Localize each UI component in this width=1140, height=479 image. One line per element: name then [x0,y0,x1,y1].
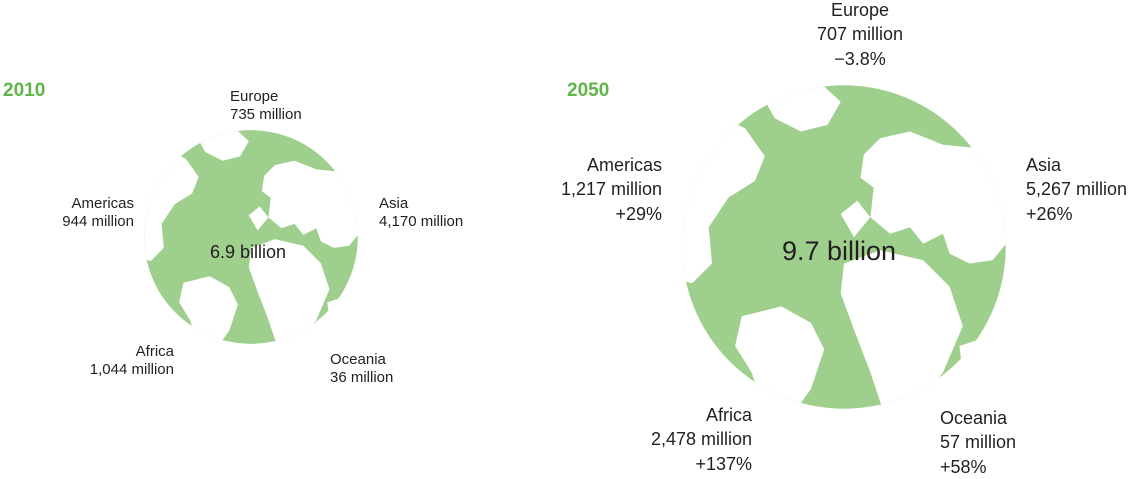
region-change: +58% [940,456,987,477]
region-value: 944 million [62,213,134,230]
oceania-2050-label: Oceania 57 million +58% [940,406,1016,479]
europe-2010-label: Europe 735 million [230,88,302,124]
region-change: +29% [615,203,662,224]
region-change: +26% [1026,203,1073,224]
year-2010-label: 2010 [3,80,46,101]
region-value: 5,267 million [1026,179,1128,200]
region-name: Africa [705,405,752,425]
year-2050-label: 2050 [567,80,610,101]
region-name: Oceania [330,351,386,368]
region-name: Europe [230,88,279,105]
region-value: 36 million [330,369,394,386]
region-name: Asia [1026,155,1062,175]
region-name: Oceania [940,408,1008,428]
region-value: 735 million [230,106,302,123]
region-name: Americas [71,195,134,212]
region-value: 4,170 million [379,213,464,230]
region-name: Americas [586,155,662,175]
total-2010: 6.9 billion [210,242,287,262]
region-value: 57 million [940,432,1017,453]
globe-2050-icon [682,85,1006,409]
asia-2050-label: Asia 5,267 million +26% [1026,153,1127,226]
africa-2050-label: Africa 2,478 million +137% [612,403,752,476]
region-change: +137% [695,453,752,474]
region-name: Asia [379,195,409,212]
region-value: 1,044 million [89,361,174,378]
region-name: Africa [135,343,174,360]
region-value: 1,217 million [560,179,662,200]
europe-2050-label: Europe 707 million −3.8% [800,0,920,71]
asia-2010-label: Asia 4,170 million [379,195,463,231]
region-value: 2,478 million [650,429,752,450]
region-value: 707 million [816,24,904,45]
americas-2010-label: Americas 944 million [20,195,134,231]
region-name: Europe [830,0,890,20]
total-2050: 9.7 billion [782,236,897,266]
oceania-2010-label: Oceania 36 million [330,351,393,387]
africa-2010-label: Africa 1,044 million [40,343,174,379]
globe-2010-icon [144,130,358,344]
region-change: −3.8% [834,48,886,69]
americas-2050-label: Americas 1,217 million +29% [530,153,662,226]
